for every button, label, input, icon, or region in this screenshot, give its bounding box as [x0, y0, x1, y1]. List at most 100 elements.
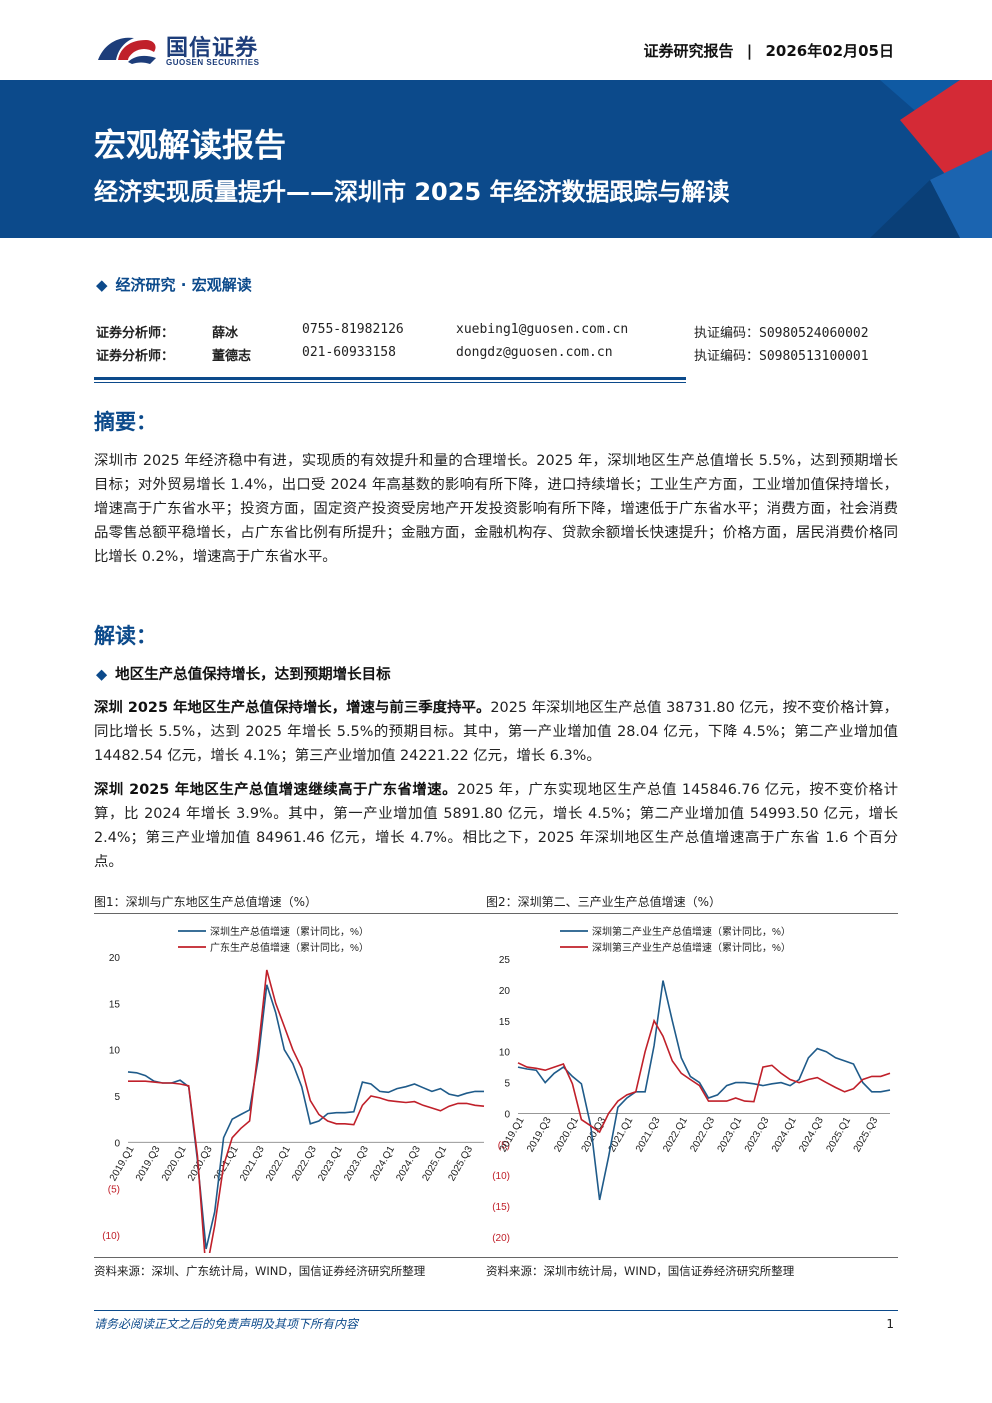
analyst-phone: 021-60933158	[302, 345, 396, 360]
x-tick-label: 2022.Q3	[688, 1115, 717, 1154]
analyst-email: xuebing1@guosen.com.cn	[456, 322, 629, 337]
figure-2-source: 资料来源：深圳市统计局，WIND，国信证券经济研究所整理	[486, 1264, 795, 1278]
series-line	[517, 1018, 891, 1134]
figure-2-chart: 2520151050(5)(10)(15)(20)2019.Q12019.Q32…	[492, 925, 891, 1244]
analyst-cert: 执证编码：S0980524060002	[694, 326, 869, 341]
series-line	[517, 980, 891, 1201]
paragraph-lead: 深圳 2025 年地区生产总值保持增长，增速与前三季度持平。	[94, 700, 491, 716]
x-tick-label: 2024.Q3	[797, 1115, 826, 1154]
y-tick-label: (5)	[498, 1140, 510, 1151]
figure-1-chart: 20 15 10 5 0 (5) (10) 2019.Q12019.Q32020.Q12020…	[102, 925, 485, 1253]
report-type: 证券研究报告	[643, 42, 734, 60]
y-tick-label: 5	[504, 1079, 510, 1090]
x-tick-label: 2021.Q3	[238, 1144, 267, 1183]
x-tick-label: 2023.Q1	[716, 1115, 745, 1154]
x-tick-label: 2023.Q1	[316, 1144, 345, 1183]
title-banner: 宏观解读报告 经济实现质量提升——深圳市 2025 年经济数据跟踪与解读	[0, 80, 992, 238]
analyst-label: 证券分析师：	[96, 326, 175, 341]
x-tick-label: 2021.Q1	[212, 1144, 241, 1183]
report-title: 宏观解读报告	[94, 126, 287, 164]
paragraph-body: 2025 年深圳地区生产总值 38731.80 亿元，按不变价格计算，同比增长 …	[94, 700, 899, 764]
summary-paragraph: 深圳市 2025 年经济稳中有进，实现质的有效提升和量的合理增长。2025 年，…	[94, 453, 898, 565]
y-tick-label: 5	[114, 1092, 120, 1103]
y-tick-label: (10)	[102, 1231, 120, 1242]
subheading-text: 地区生产总值保持增长，达到预期增长目标	[115, 667, 391, 683]
analyst-phone: 0755-81982126	[302, 322, 404, 337]
report-subtitle: 经济实现质量提升——深圳市 2025 年经济数据跟踪与解读	[94, 178, 730, 206]
x-tick-label: 2022.Q3	[290, 1144, 319, 1183]
y-tick-label: (5)	[108, 1185, 120, 1196]
analysis-paragraph-2: 深圳 2025 年地区生产总值增速继续高于广东省增速。2025 年，广东实现地区…	[94, 778, 898, 874]
x-tick-label: 2023.Q3	[743, 1115, 772, 1154]
logo-mark-icon	[98, 37, 156, 64]
series-line	[127, 984, 484, 1250]
y-tick-label: 0	[504, 1109, 510, 1120]
x-tick-label: 2019.Q1	[498, 1115, 527, 1154]
x-tick-label: 2021.Q3	[634, 1115, 663, 1154]
report-date: 2026年02月05日	[765, 42, 895, 60]
analyst-cert: 执证编码：S0980513100001	[694, 349, 869, 364]
y-tick-label: 15	[499, 1017, 511, 1028]
analysis-title: 解读：	[94, 624, 157, 648]
category-text: 经济研究 · 宏观解读	[115, 276, 252, 294]
paragraph-lead: 深圳 2025 年地区生产总值增速继续高于广东省增速。	[94, 782, 457, 798]
figure-2-title: 图2：深圳第二、三产业生产总值增速（%）	[486, 895, 722, 909]
paragraph-body: 2025 年，广东实现地区生产总值 145846.76 亿元，按不变价格计算，比…	[94, 782, 898, 870]
x-tick-label: 2025.Q3	[446, 1144, 475, 1183]
series-line	[128, 969, 485, 1253]
y-tick-label: (10)	[492, 1171, 510, 1182]
footer-divider	[94, 1310, 898, 1311]
x-tick-label: 2021.Q1	[607, 1115, 636, 1154]
analyst-name: 薛冰	[212, 326, 239, 341]
company-logo: 国信证券 GUOSEN SECURITIES	[94, 30, 274, 70]
legend-label: 深圳生产总值增速（累计同比，%）	[210, 925, 369, 938]
legend-label: 深圳第三产业生产总值增速（累计同比，%）	[592, 941, 791, 954]
x-tick-label: 2025.Q1	[824, 1115, 853, 1154]
y-tick-label: 25	[499, 955, 511, 966]
y-tick-label: (15)	[492, 1202, 510, 1213]
analyst-divider-thin	[94, 382, 686, 383]
x-tick-label: 2024.Q1	[368, 1144, 397, 1183]
x-tick-label: 2019.Q3	[525, 1115, 554, 1154]
figure-1-title: 图1：深圳与广东地区生产总值增速（%）	[94, 895, 318, 909]
banner-decoration	[870, 80, 992, 238]
y-tick-label: 0	[114, 1138, 120, 1149]
summary-title: 摘要：	[94, 410, 157, 434]
y-tick-label: 20	[109, 953, 121, 964]
legend-label: 广东生产总值增速（累计同比，%）	[210, 941, 369, 954]
x-tick-label: 2022.Q1	[264, 1144, 293, 1183]
legend-label: 深圳第二产业生产总值增速（累计同比，%）	[592, 925, 791, 938]
x-tick-label: 2023.Q3	[342, 1144, 371, 1183]
x-tick-label: 2024.Q1	[770, 1115, 799, 1154]
analyst-divider	[94, 377, 686, 380]
x-tick-label: 2019.Q1	[108, 1144, 137, 1183]
diamond-icon: ◆	[96, 276, 108, 294]
y-tick-label: 10	[499, 1048, 511, 1059]
analyst-label: 证券分析师：	[96, 349, 175, 364]
diamond-icon: ◆	[96, 667, 108, 683]
x-tick-label: 2019.Q3	[134, 1144, 163, 1183]
y-tick-label: (20)	[492, 1233, 510, 1244]
x-tick-label: 2020.Q1	[160, 1144, 189, 1183]
analyst-email: dongdz@guosen.com.cn	[456, 345, 613, 360]
x-tick-label: 2025.Q3	[852, 1115, 881, 1154]
y-tick-label: 15	[109, 999, 121, 1010]
figure-rule	[94, 1257, 496, 1258]
footer-disclaimer: 请务必阅读正文之后的免责声明及其项下所有内容	[94, 1317, 359, 1331]
figure-1-source: 资料来源：深圳、广东统计局，WIND，国信证券经济研究所整理	[94, 1264, 426, 1278]
x-tick-label: 2020.Q1	[552, 1115, 581, 1154]
report-header: 证券研究报告 | 2026年02月05日	[644, 40, 894, 61]
analysis-paragraph-1: 深圳 2025 年地区生产总值保持增长，增速与前三季度持平。2025 年深圳地区…	[94, 696, 898, 768]
figure-rule	[94, 913, 496, 914]
figure-1: 图1：深圳与广东地区生产总值增速（%） 20 15 10 5 0 (5) (10) 2019.…	[94, 893, 496, 1286]
logo-en-text: GUOSEN SECURITIES	[166, 58, 260, 67]
analysis-subheading: ◆ 地区生产总值保持增长，达到预期增长目标	[96, 663, 391, 684]
x-tick-label: 2025.Q1	[420, 1144, 449, 1183]
report-category: ◆ 经济研究 · 宏观解读	[96, 274, 252, 295]
figure-rule	[486, 1257, 898, 1258]
y-tick-label: 20	[499, 986, 511, 997]
y-tick-label: 10	[109, 1046, 121, 1057]
header-separator: |	[746, 42, 753, 60]
figure-rule	[486, 913, 898, 914]
analyst-name: 董德志	[212, 349, 252, 364]
